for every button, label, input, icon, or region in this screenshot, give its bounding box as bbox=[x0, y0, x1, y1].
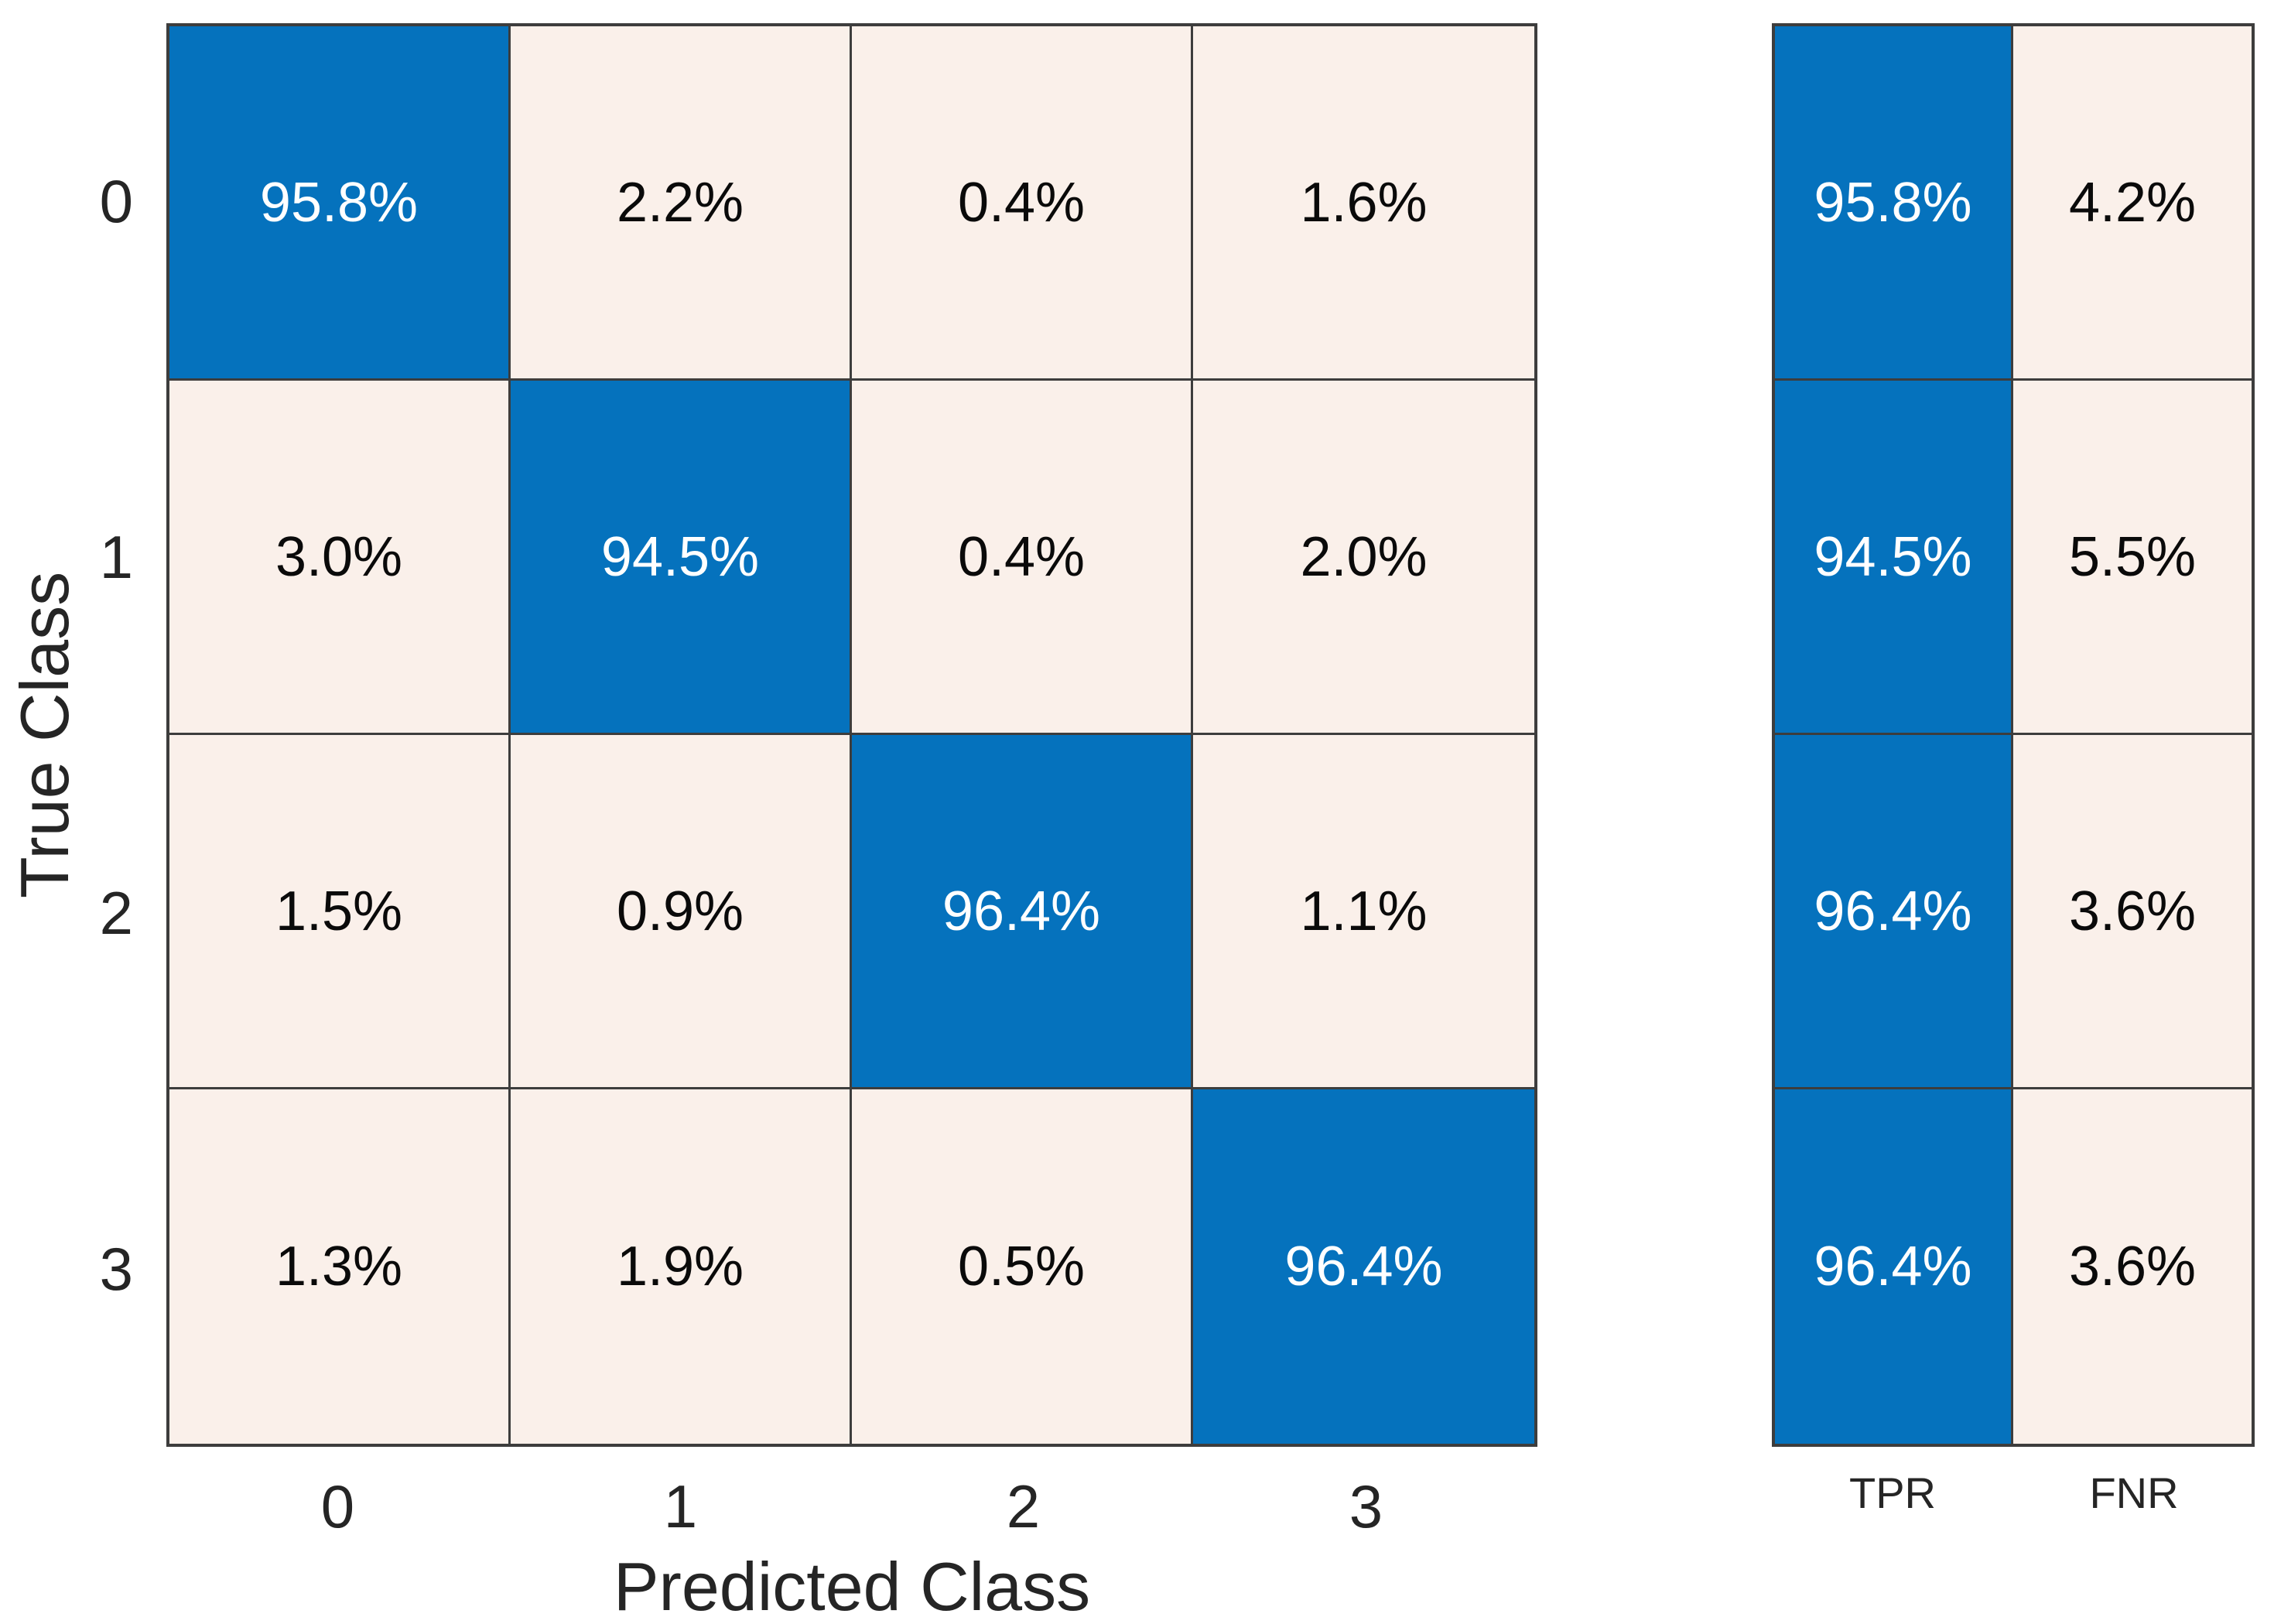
summary-r0-tpr: 95.8% bbox=[1775, 26, 2013, 381]
summary-r2-tpr: 96.4% bbox=[1775, 735, 2013, 1089]
y-tick-0: 0 bbox=[99, 166, 133, 235]
x-tick-1: 1 bbox=[663, 1472, 698, 1540]
cell-r1-c2: 0.4% bbox=[852, 381, 1193, 735]
x-tick-2: 2 bbox=[1006, 1472, 1041, 1540]
cell-r1-c1: 94.5% bbox=[511, 381, 852, 735]
y-tick-3: 3 bbox=[99, 1234, 133, 1303]
y-tick-1: 1 bbox=[99, 522, 133, 591]
summary-r0-fnr: 4.2% bbox=[2013, 26, 2252, 381]
cell-r1-c3: 2.0% bbox=[1193, 381, 1534, 735]
summary-col-label-tpr: TPR bbox=[1849, 1468, 1936, 1517]
cell-r3-c0: 1.3% bbox=[169, 1089, 511, 1444]
cell-r0-c2: 0.4% bbox=[852, 26, 1193, 381]
cell-r2-c1: 0.9% bbox=[511, 735, 852, 1089]
summary-r3-fnr: 3.6% bbox=[2013, 1089, 2252, 1444]
cell-r2-c3: 1.1% bbox=[1193, 735, 1534, 1089]
cell-r3-c1: 1.9% bbox=[511, 1089, 852, 1444]
summary-r1-fnr: 5.5% bbox=[2013, 381, 2252, 735]
summary-r3-tpr: 96.4% bbox=[1775, 1089, 2013, 1444]
summary-r2-fnr: 3.6% bbox=[2013, 735, 2252, 1089]
summary-r1-tpr: 94.5% bbox=[1775, 381, 2013, 735]
cell-r0-c3: 1.6% bbox=[1193, 26, 1534, 381]
confusion-matrix-grid: 95.8% 2.2% 0.4% 1.6% 3.0% 94.5% 0.4% 2.0… bbox=[166, 23, 1537, 1447]
cell-r2-c2: 96.4% bbox=[852, 735, 1193, 1089]
x-tick-3: 3 bbox=[1349, 1472, 1383, 1540]
cell-r3-c3: 96.4% bbox=[1193, 1089, 1534, 1444]
x-axis-title: Predicted Class bbox=[613, 1547, 1091, 1624]
cell-r0-c1: 2.2% bbox=[511, 26, 852, 381]
row-summary-grid: 95.8% 4.2% 94.5% 5.5% 96.4% 3.6% 96.4% 3… bbox=[1772, 23, 2255, 1447]
x-tick-0: 0 bbox=[320, 1472, 355, 1540]
cell-r2-c0: 1.5% bbox=[169, 735, 511, 1089]
cell-r3-c2: 0.5% bbox=[852, 1089, 1193, 1444]
cell-r0-c0: 95.8% bbox=[169, 26, 511, 381]
cell-r1-c0: 3.0% bbox=[169, 381, 511, 735]
y-tick-2: 2 bbox=[99, 878, 133, 947]
summary-col-label-fnr: FNR bbox=[2089, 1468, 2179, 1517]
